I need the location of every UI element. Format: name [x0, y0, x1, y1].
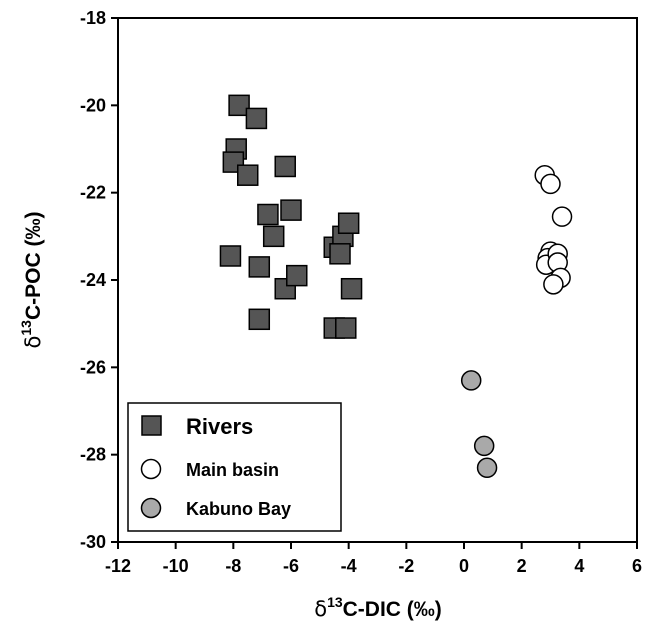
y-tick-label: -20 [80, 95, 106, 115]
x-tick-label: -4 [341, 556, 357, 576]
x-tick-label: 2 [517, 556, 527, 576]
y-tick-label: -30 [80, 532, 106, 552]
x-tick-label: 4 [574, 556, 584, 576]
x-tick-label: 6 [632, 556, 642, 576]
point-rivers [245, 107, 268, 130]
point-rivers [274, 155, 296, 178]
point-rivers [329, 243, 351, 265]
point-rivers [262, 225, 285, 248]
legend-marker-main-basin [140, 458, 162, 480]
point-rivers [248, 308, 271, 331]
legend-label-rivers: Rivers [186, 414, 253, 439]
y-tick-label: -18 [80, 8, 106, 28]
point-kabuno-bay [476, 457, 498, 479]
point-rivers [248, 256, 271, 278]
legend-box [127, 402, 342, 532]
x-axis-title: δ13C-DIC (‰) [314, 594, 442, 621]
point-main-basin [543, 274, 564, 295]
point-rivers [335, 317, 357, 339]
legend-label-kabuno-bay: Kabuno Bay [186, 499, 291, 519]
point-main-basin [540, 173, 561, 195]
legend-label-main-basin: Main basin [186, 460, 279, 480]
point-rivers [280, 199, 302, 221]
x-tick-label: -6 [283, 556, 299, 576]
data-points [219, 94, 573, 479]
point-rivers [340, 277, 363, 300]
point-rivers [337, 212, 360, 234]
legend: Rivers Main basin Kabuno Bay [127, 402, 342, 532]
point-main-basin [551, 206, 573, 227]
point-kabuno-bay [460, 370, 482, 391]
point-rivers [286, 264, 308, 287]
x-tick-label: -10 [163, 556, 189, 576]
point-rivers [228, 94, 250, 117]
x-axis-title-delta: δ [314, 597, 327, 621]
axis-ticks: -12 -10 -8 -6 -4 -2 0 2 4 6-30-28-26-24-22-20-18 [80, 8, 642, 576]
x-tick-label: 0 [459, 556, 469, 576]
x-tick-label: -8 [225, 556, 241, 576]
x-axis-title-sup: 13 [327, 594, 343, 610]
x-tick-label: -2 [398, 556, 414, 576]
x-axis-title-text: C-DIC (‰) [343, 598, 442, 621]
y-axis-title-delta: δ [21, 336, 45, 349]
y-tick-label: -28 [80, 445, 106, 465]
point-rivers [257, 203, 279, 226]
point-kabuno-bay [473, 435, 495, 457]
y-tick-label: -24 [80, 270, 106, 290]
y-axis-title-text: C-POC (‰) [22, 212, 45, 321]
y-tick-label: -26 [80, 357, 106, 377]
y-axis-title-sup: 13 [18, 320, 34, 336]
point-rivers [237, 164, 259, 186]
x-tick-label: -12 [105, 556, 131, 576]
y-tick-label: -22 [80, 183, 106, 203]
y-axis-title: δ13C-POC (‰) [18, 212, 45, 349]
point-rivers [219, 245, 242, 267]
legend-marker-kabuno-bay [140, 497, 162, 519]
legend-marker-rivers [141, 415, 162, 436]
